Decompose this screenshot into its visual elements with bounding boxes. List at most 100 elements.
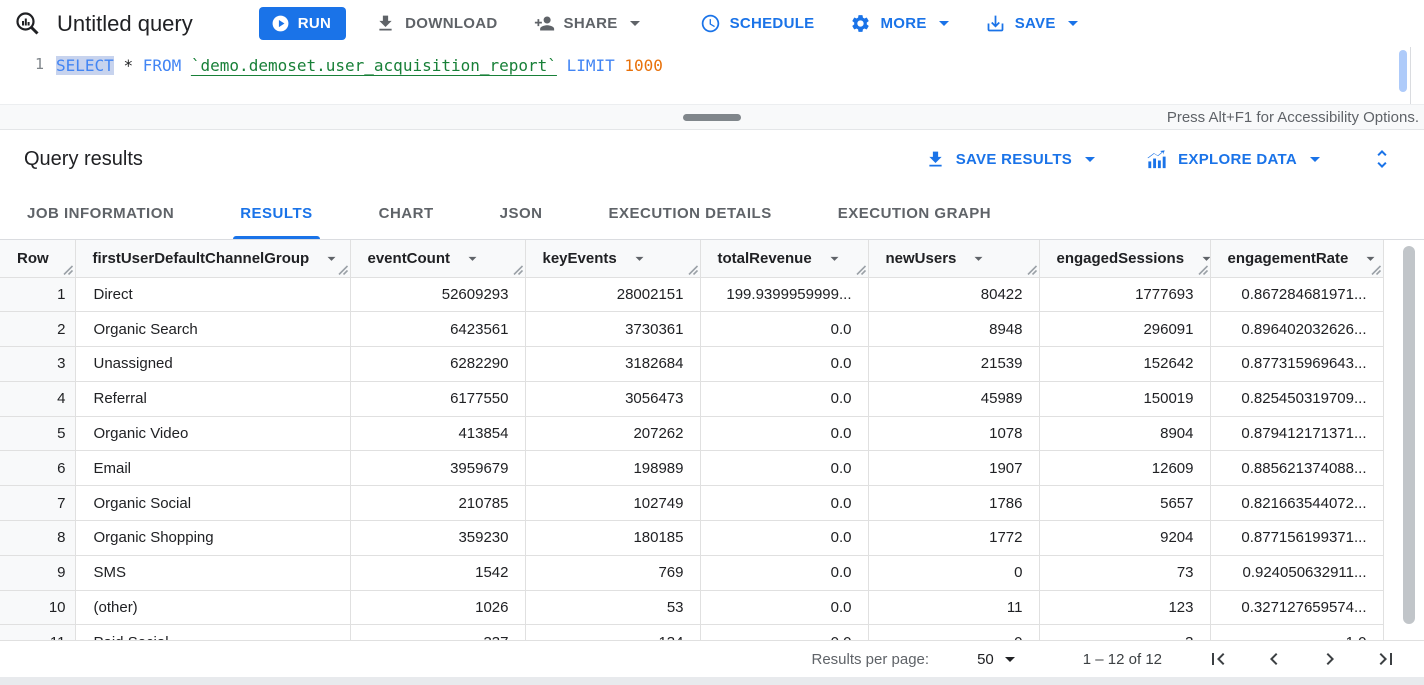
- tab-json[interactable]: JSON: [499, 205, 543, 222]
- row-number: 10: [0, 590, 76, 626]
- cell: 1777693: [1039, 277, 1211, 313]
- editor-right-border: [1410, 47, 1411, 104]
- clock-icon: [700, 13, 721, 34]
- cell: Paid Social: [75, 624, 351, 640]
- sql-editor[interactable]: 1 SELECT * FROM `demo.demoset.user_acqui…: [0, 47, 1424, 104]
- cell: 1.0: [1210, 624, 1384, 640]
- column-menu-caret-icon[interactable]: [630, 249, 649, 268]
- table-scrollbar-track: [1383, 240, 1424, 640]
- cell: 0.867284681971...: [1210, 277, 1384, 313]
- column-header-newusers[interactable]: newUsers: [868, 240, 1040, 278]
- table-scrollbar-thumb[interactable]: [1403, 246, 1415, 624]
- more-button[interactable]: MORE: [850, 13, 949, 34]
- column-resize-handle[interactable]: [512, 264, 523, 275]
- column-header-eventcount[interactable]: eventCount: [350, 240, 526, 278]
- download-button[interactable]: DOWNLOAD: [375, 13, 497, 34]
- column-resize-handle[interactable]: [1370, 264, 1381, 275]
- table-row: 11Paid Social3371340.0031.0: [0, 624, 1384, 640]
- share-button[interactable]: SHARE: [534, 13, 640, 34]
- horizontal-scrollbar-track[interactable]: [0, 677, 1424, 685]
- cell: Organic Video: [75, 416, 351, 452]
- sql-table-reference[interactable]: `demo.demoset.user_acquisition_report`: [190, 56, 557, 75]
- next-page-button[interactable]: [1318, 647, 1342, 671]
- cell: 0.896402032626...: [1210, 311, 1384, 348]
- cell: 296091: [1039, 311, 1211, 348]
- cell: 9204: [1039, 520, 1211, 556]
- column-header-engagementrate[interactable]: engagementRate: [1210, 240, 1384, 278]
- column-label: Row: [17, 249, 49, 267]
- column-menu-caret-icon[interactable]: [825, 249, 844, 268]
- panel-resize-handle[interactable]: [683, 114, 741, 121]
- cell: 3056473: [525, 381, 701, 417]
- explore-data-button[interactable]: EXPLORE DATA: [1145, 148, 1320, 171]
- column-resize-handle[interactable]: [687, 264, 698, 275]
- column-header-totalrevenue[interactable]: totalRevenue: [700, 240, 869, 278]
- column-label: totalRevenue: [717, 249, 812, 267]
- cell: 28002151: [525, 277, 701, 313]
- save-button[interactable]: SAVE: [985, 13, 1078, 34]
- table-header-row: Row firstUserDefaultChannelGroup eventCoun…: [0, 240, 1384, 278]
- query-icon: [14, 10, 41, 37]
- cell: 6177550: [350, 381, 526, 417]
- table-row: 4 Referral 6177550 3056473 0.0 45989 150019 0.8…: [0, 381, 1384, 417]
- cell: 53: [525, 590, 701, 626]
- cell: 0.877315969643...: [1210, 346, 1384, 382]
- column-menu-caret-icon[interactable]: [322, 249, 341, 268]
- column-header-firstuserdefaultchannelgroup[interactable]: firstUserDefaultChannelGroup: [75, 240, 351, 278]
- cell: 8948: [868, 311, 1040, 348]
- column-label: engagedSessions: [1056, 249, 1185, 267]
- column-menu-caret-icon[interactable]: [1361, 249, 1380, 268]
- cell: 80422: [868, 277, 1040, 313]
- cell: 3: [1039, 624, 1211, 640]
- cell: 0.0: [700, 624, 869, 640]
- row-number: 1: [0, 277, 76, 313]
- chevron-down-icon: [1067, 21, 1078, 26]
- run-button[interactable]: RUN: [258, 7, 347, 40]
- expand-results-button[interactable]: [1370, 147, 1394, 171]
- column-resize-handle[interactable]: [855, 264, 866, 275]
- last-page-icon: [1374, 647, 1398, 671]
- cell: 152642: [1039, 346, 1211, 382]
- column-resize-handle[interactable]: [337, 264, 348, 275]
- chevron-down-icon: [1310, 156, 1320, 162]
- editor-scrollbar-thumb[interactable]: [1399, 50, 1407, 92]
- first-page-button[interactable]: [1206, 647, 1230, 671]
- tab-results[interactable]: RESULTS: [233, 188, 321, 239]
- tab-execution-graph[interactable]: EXECUTION GRAPH: [837, 205, 992, 222]
- column-menu-caret-icon[interactable]: [463, 249, 482, 268]
- tab-job-information[interactable]: JOB INFORMATION: [27, 205, 175, 222]
- cell: 0.327127659574...: [1210, 590, 1384, 626]
- column-resize-handle[interactable]: [1197, 264, 1208, 275]
- page-size-select[interactable]: 50: [977, 651, 1015, 668]
- cell: 199.9399959999...: [700, 277, 869, 313]
- query-title[interactable]: Untitled query: [57, 10, 193, 36]
- table-row: 8 Organic Shopping 359230 180185 0.0 1772 9204…: [0, 520, 1384, 556]
- cell: 3182684: [525, 346, 701, 382]
- sql-code-line[interactable]: SELECT * FROM `demo.demoset.user_acquisi…: [56, 47, 663, 104]
- chart-icon: [1145, 148, 1168, 171]
- prev-page-button[interactable]: [1262, 647, 1286, 671]
- cell: 0.0: [700, 520, 869, 556]
- column-header-row[interactable]: Row: [0, 240, 76, 278]
- schedule-button[interactable]: SCHEDULE: [700, 13, 815, 34]
- sql-keyword-from: FROM: [142, 56, 182, 75]
- cell: 0.0: [700, 416, 869, 452]
- column-header-engagedsessions[interactable]: engagedSessions: [1039, 240, 1211, 278]
- cell: 150019: [1039, 381, 1211, 417]
- cell: Unassigned: [75, 346, 351, 382]
- cell: Organic Social: [75, 485, 351, 522]
- cell: 1078: [868, 416, 1040, 452]
- cell: 45989: [868, 381, 1040, 417]
- tab-chart[interactable]: CHART: [378, 205, 434, 222]
- column-resize-handle[interactable]: [1026, 264, 1037, 275]
- tab-execution-details[interactable]: EXECUTION DETAILS: [608, 205, 772, 222]
- cell: 0.825450319709...: [1210, 381, 1384, 417]
- column-menu-caret-icon[interactable]: [1197, 249, 1209, 268]
- unfold-more-icon: [1370, 147, 1394, 171]
- save-results-button[interactable]: SAVE RESULTS: [925, 149, 1096, 170]
- column-menu-caret-icon[interactable]: [969, 249, 988, 268]
- column-header-keyevents[interactable]: keyEvents: [525, 240, 701, 278]
- column-resize-handle[interactable]: [62, 264, 73, 275]
- cell: 0: [868, 624, 1040, 640]
- last-page-button[interactable]: [1374, 647, 1398, 671]
